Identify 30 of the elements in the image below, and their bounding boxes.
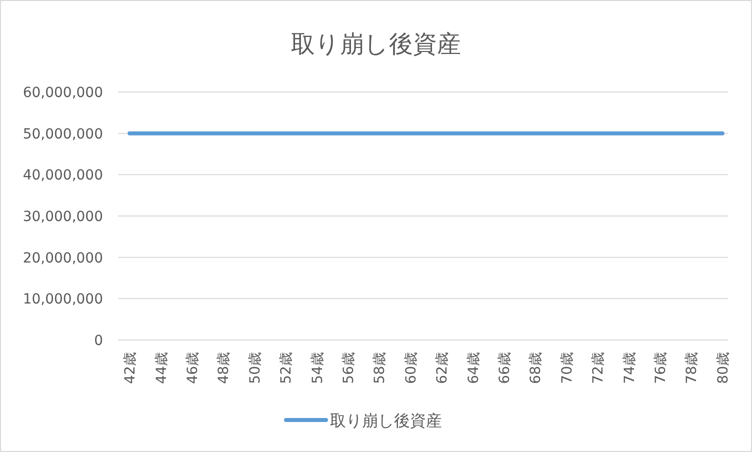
x-tick-label: 50歳 [247, 352, 264, 384]
x-tick-label: 60歳 [403, 352, 420, 384]
x-tick-label: 74歳 [622, 352, 638, 384]
x-tick-label: 72歳 [590, 352, 607, 384]
y-tick-label: 0 [94, 333, 103, 349]
x-tick-label: 58歳 [372, 352, 388, 384]
x-tick-label: 62歳 [434, 352, 451, 384]
legend: 取り崩し後資産 [284, 411, 442, 430]
x-tick-label: 68歳 [528, 352, 544, 384]
y-tick-label: 20,000,000 [22, 250, 103, 266]
x-tick-label: 78歳 [684, 352, 700, 384]
y-tick-label: 10,000,000 [22, 292, 103, 308]
y-tick-label: 30,000,000 [22, 209, 103, 225]
x-tick-label: 80歳 [715, 352, 732, 384]
x-tick-label: 66歳 [497, 352, 513, 384]
x-tick-label: 44歳 [154, 352, 170, 384]
x-tick-label: 46歳 [185, 352, 201, 384]
y-tick-label: 60,000,000 [22, 85, 103, 101]
x-tick-label: 54歳 [310, 352, 326, 384]
y-tick-label: 50,000,000 [22, 126, 103, 142]
title: 取り崩し後資産 [291, 30, 461, 58]
x-tick-label: 76歳 [653, 352, 669, 384]
x-tick-label: 56歳 [341, 352, 357, 384]
legend-label: 取り崩し後資産 [330, 411, 442, 430]
x-tick-label: 52歳 [278, 352, 295, 384]
x-tick-label: 70歳 [559, 352, 576, 384]
x-tick-label: 48歳 [216, 352, 232, 384]
x-tick-label: 64歳 [466, 352, 482, 384]
y-tick-label: 40,000,000 [22, 168, 103, 184]
x-tick-label: 42歳 [122, 352, 139, 384]
